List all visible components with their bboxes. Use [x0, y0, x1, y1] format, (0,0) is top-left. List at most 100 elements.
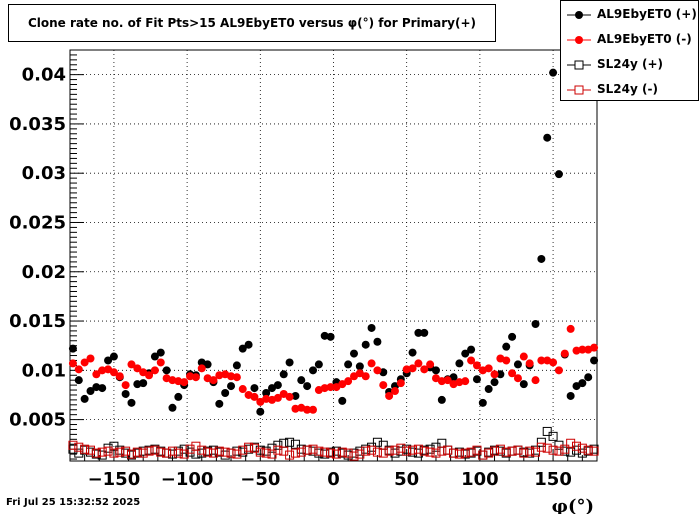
data-point	[367, 445, 377, 455]
data-point	[139, 379, 148, 388]
data-point	[338, 396, 347, 405]
data-point	[126, 449, 136, 459]
data-point	[443, 445, 453, 455]
data-point	[466, 447, 476, 457]
legend-item-al9ebyet0-plus: AL9EbyET0 (+)	[561, 3, 700, 27]
data-point	[560, 349, 569, 358]
data-point	[507, 446, 517, 456]
data-point	[584, 373, 593, 382]
data-point	[214, 446, 224, 456]
data-point	[378, 448, 388, 458]
data-point	[86, 354, 95, 363]
data-point	[150, 366, 159, 375]
legend-label: AL9EbyET0 (-)	[597, 32, 692, 46]
data-point	[97, 447, 107, 457]
data-point	[115, 447, 125, 457]
data-point	[127, 360, 136, 369]
data-point	[344, 360, 353, 369]
data-point	[396, 379, 405, 388]
data-point	[261, 448, 271, 458]
legend-label: SL24y (+)	[597, 57, 664, 71]
x-tick-label: −150	[88, 469, 141, 490]
data-point	[384, 446, 394, 456]
data-point	[537, 356, 546, 365]
data-point	[372, 437, 382, 447]
data-point	[372, 447, 382, 457]
data-point	[560, 444, 570, 454]
data-point	[419, 446, 429, 456]
data-point	[98, 384, 107, 393]
y-tick-label: 0.04	[22, 65, 66, 86]
data-point	[109, 448, 119, 458]
data-point	[132, 447, 142, 457]
data-point	[583, 445, 593, 455]
data-point	[578, 379, 587, 388]
data-point	[296, 447, 306, 457]
data-point	[542, 426, 552, 436]
data-point	[173, 448, 183, 458]
data-point	[361, 372, 370, 381]
data-point	[337, 447, 347, 457]
legend-marker-filled-red-circle-icon	[567, 36, 591, 44]
x-tick-label: 0	[327, 469, 340, 490]
data-point	[215, 399, 224, 408]
data-point	[501, 447, 511, 457]
data-point	[121, 381, 130, 390]
data-point	[297, 376, 306, 385]
data-point	[103, 446, 113, 456]
data-point	[167, 446, 177, 456]
data-point	[549, 68, 558, 77]
data-point	[244, 340, 253, 349]
data-point	[127, 398, 136, 407]
data-point	[549, 358, 558, 367]
y-tick-label: 0.03	[22, 163, 66, 184]
data-point	[385, 391, 394, 400]
data-point	[303, 405, 312, 414]
data-point	[536, 442, 546, 452]
legend-item-sl24y-minus: SL24y (-)	[561, 78, 700, 102]
data-point	[326, 332, 335, 341]
chart-title: Clone rate no. of Fit Pts>15 AL9EbyET0 v…	[8, 4, 496, 42]
data-point	[508, 332, 517, 341]
data-point	[150, 445, 160, 455]
data-point	[490, 378, 499, 387]
legend-marker-open-red-square-icon	[567, 85, 591, 95]
data-point	[156, 447, 166, 457]
data-point	[554, 170, 563, 179]
data-point	[256, 407, 265, 416]
data-point	[396, 443, 406, 453]
legend-label: SL24y (-)	[597, 82, 658, 96]
data-point	[68, 359, 77, 368]
data-point	[121, 446, 131, 456]
data-point	[144, 446, 154, 456]
y-tick-label: 0.025	[9, 212, 66, 233]
data-point	[472, 375, 481, 384]
data-point	[431, 448, 441, 458]
data-point	[331, 449, 341, 459]
data-point	[250, 384, 259, 393]
y-tick-label: 0.035	[9, 114, 66, 135]
data-point	[390, 387, 399, 396]
data-point	[461, 377, 470, 386]
data-point	[548, 431, 558, 441]
data-point	[413, 444, 423, 454]
data-point	[543, 133, 552, 142]
data-point	[426, 360, 435, 369]
data-point	[402, 446, 412, 456]
legend-item-sl24y-plus: SL24y (+)	[561, 53, 700, 77]
data-point	[290, 439, 300, 449]
data-point	[414, 328, 423, 337]
data-point	[308, 444, 318, 454]
data-point	[349, 451, 359, 461]
data-point	[495, 444, 505, 454]
data-point	[513, 374, 522, 383]
data-point	[519, 380, 528, 389]
data-point	[209, 376, 218, 385]
data-point	[566, 438, 576, 448]
data-point	[531, 320, 540, 328]
data-point	[420, 365, 429, 374]
data-point	[531, 376, 540, 385]
data-point	[589, 446, 599, 456]
data-point	[449, 448, 459, 458]
